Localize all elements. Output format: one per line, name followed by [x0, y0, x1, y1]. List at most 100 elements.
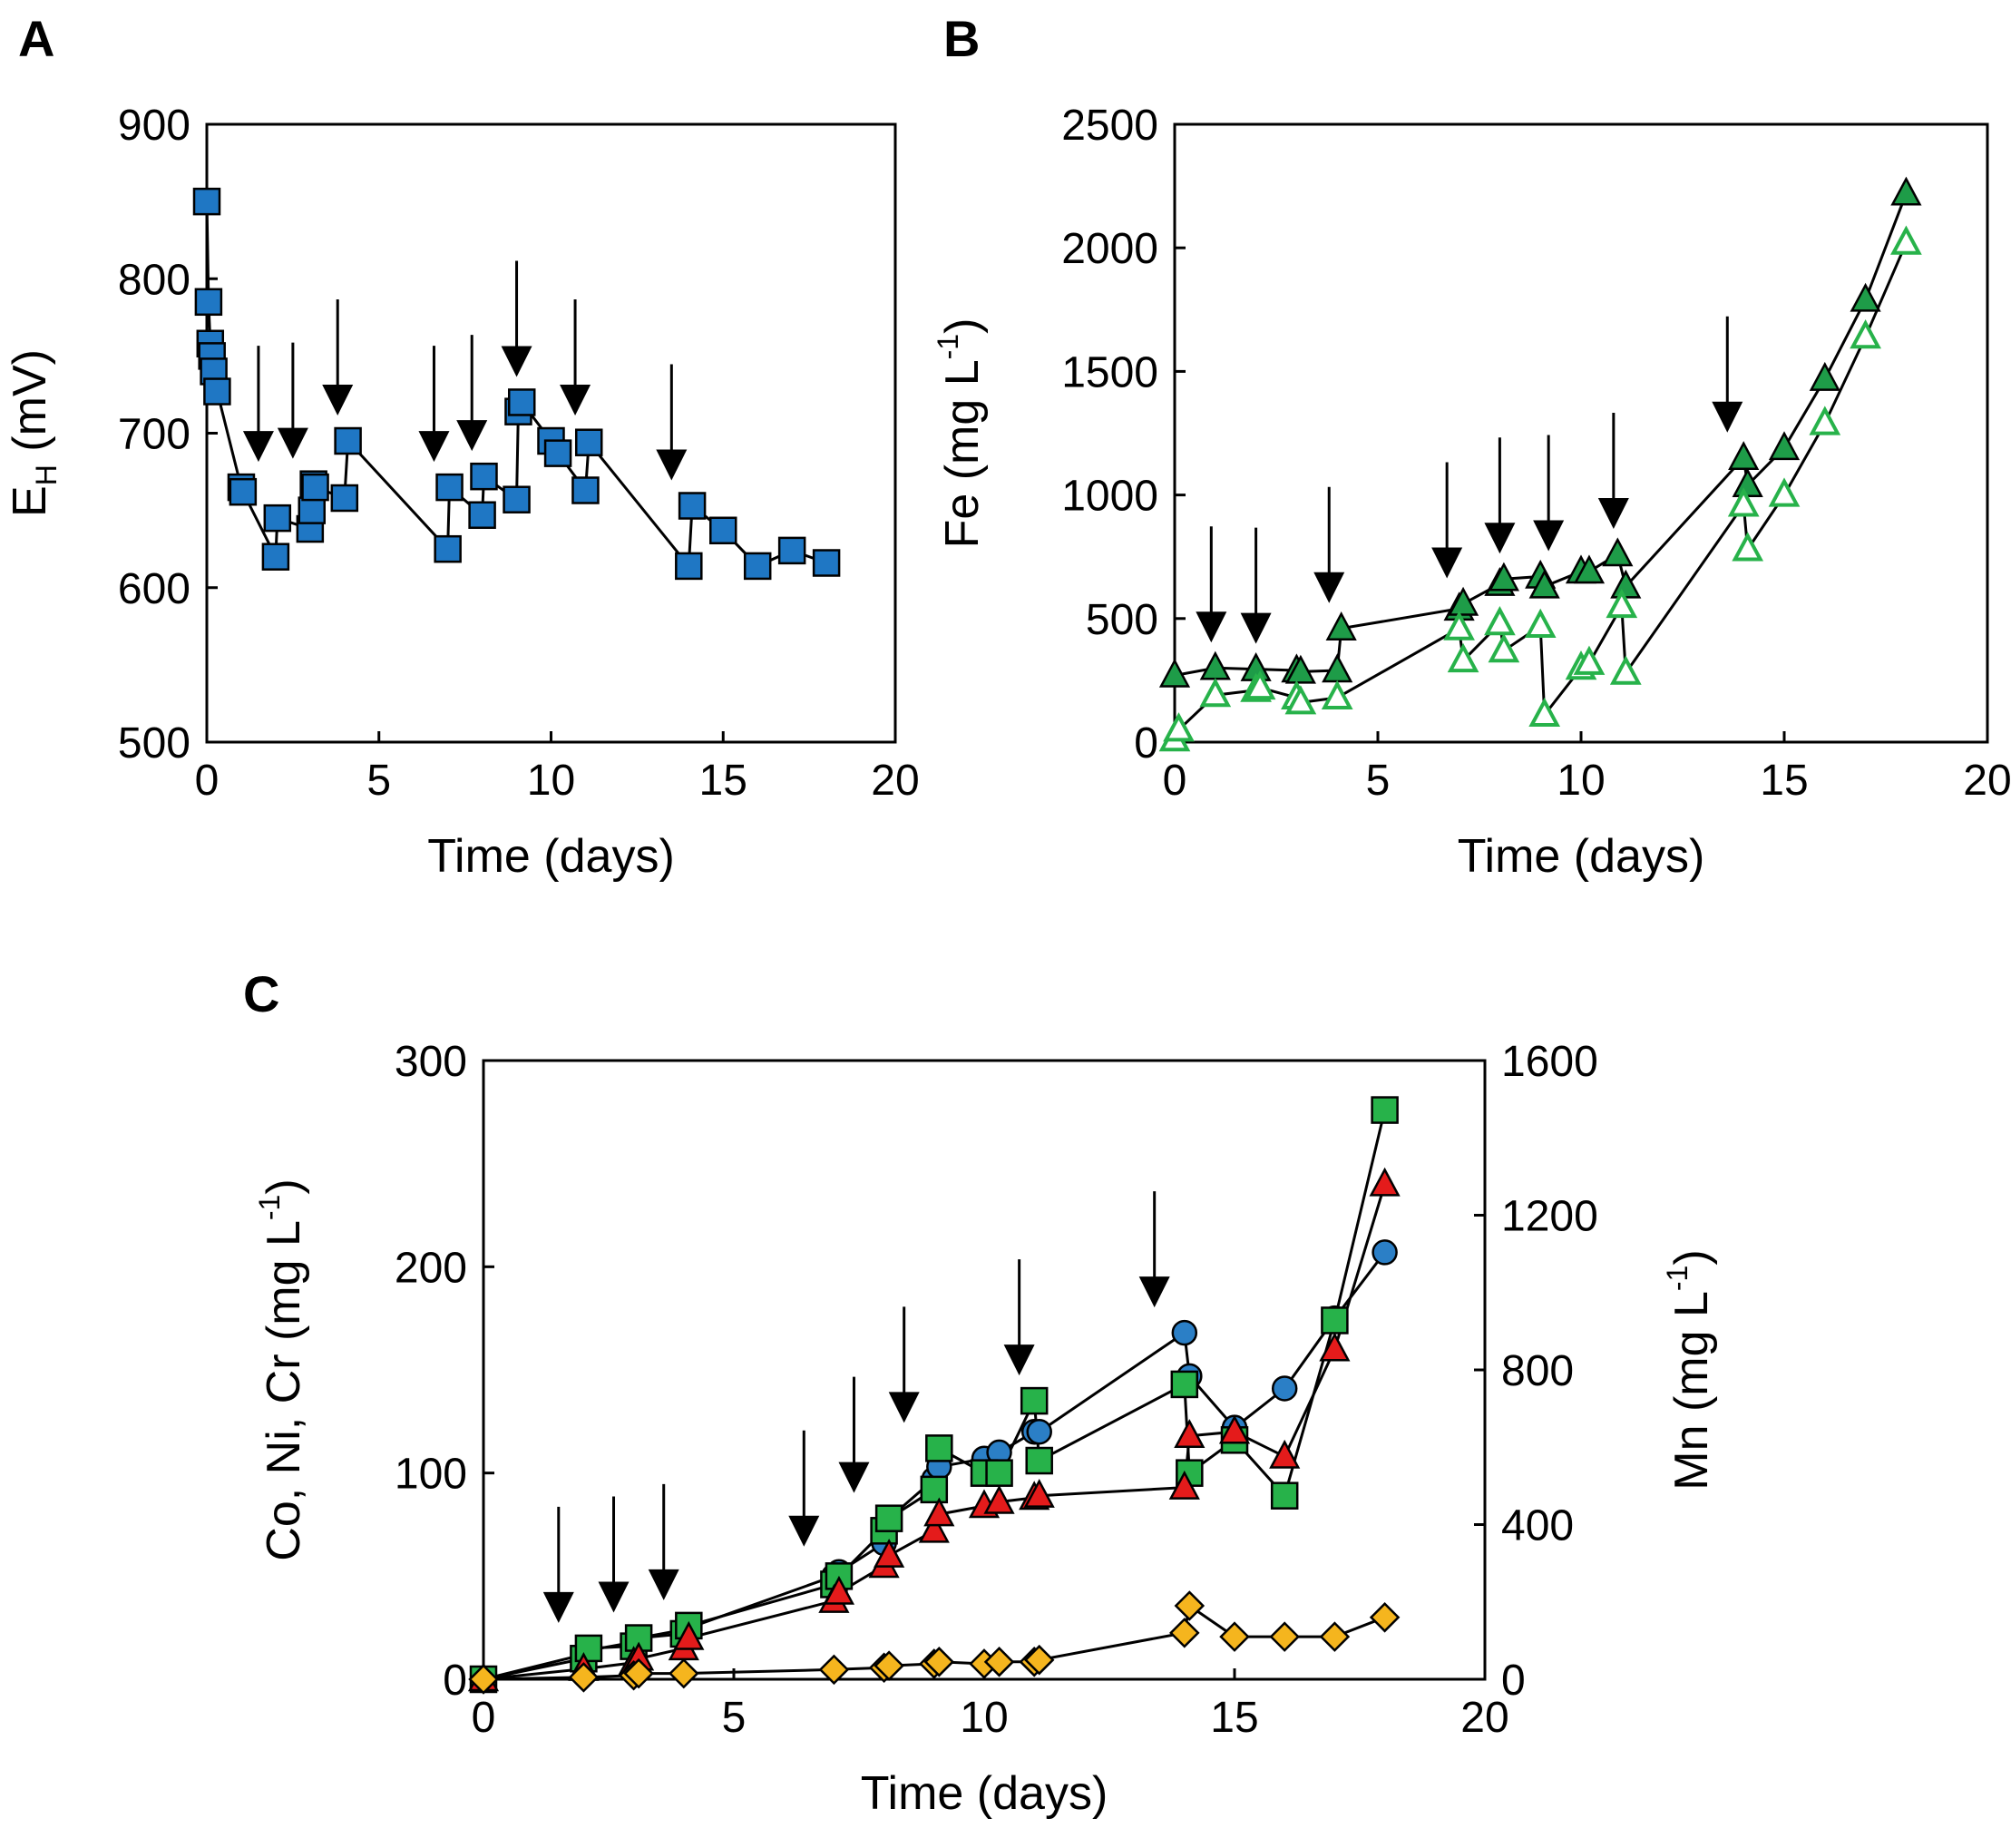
panel-a-x-tick-label: 0 — [195, 757, 220, 805]
panel-c-point-cr — [918, 1513, 950, 1543]
panel-c-point-cr — [874, 1538, 905, 1568]
panel-c-y-tick-label: 300 — [395, 1038, 467, 1086]
panel-c-point-mn — [1023, 1644, 1055, 1676]
panel-c-point-cr — [1269, 1439, 1301, 1469]
panel-c-point-ni — [874, 1504, 903, 1532]
panel-c-arrow — [648, 1483, 679, 1600]
panel-a-x-tick-label: 5 — [366, 757, 391, 805]
panel-c-point-mn — [1269, 1621, 1300, 1652]
panel-b-point-fe-ii- — [1890, 225, 1922, 255]
panel-a-point-eh — [334, 426, 362, 455]
panel-b-point-fe-ii- — [1768, 477, 1801, 507]
panel-b-point-fe-ii- — [1606, 588, 1638, 619]
panel-b-point-total-fe — [1528, 569, 1560, 599]
panel-a-point-eh — [434, 534, 462, 563]
panel-c-point-mn — [1174, 1590, 1206, 1621]
panel-b-arrow — [1240, 527, 1272, 644]
panel-b-y-axis-label: Fe (mg L-1) — [932, 318, 989, 549]
panel-b-point-total-fe — [1602, 537, 1634, 567]
panel-b-point-fe-ii- — [1447, 642, 1479, 673]
panel-c-arrow — [542, 1506, 574, 1623]
panel-a-point-eh — [571, 476, 600, 504]
panel-a-point-eh — [574, 428, 603, 456]
panel-b-series-line-fe-ii- — [1173, 242, 1908, 740]
panel-a-point-eh — [330, 484, 359, 513]
panel-a-x-tick-label: 15 — [699, 757, 747, 805]
panel-c-point-ni — [1321, 1306, 1349, 1335]
panel-c-point-co — [1271, 1375, 1298, 1402]
panel-b-y-tick-label: 0 — [1134, 719, 1158, 768]
panel-c-label: C — [243, 965, 279, 1022]
panel-a-arrow — [242, 346, 274, 463]
panel-c-y2-tick-label: 400 — [1501, 1502, 1574, 1550]
panel-c-point-mn — [1219, 1621, 1250, 1652]
panel-a-arrow — [656, 364, 688, 481]
panel-b-point-total-fe — [1850, 282, 1881, 312]
panel-c-point-mn — [818, 1654, 850, 1686]
panel-a-x-tick-label: 20 — [871, 757, 919, 805]
panel-b-point-total-fe — [1488, 562, 1519, 592]
panel-c-point-cr — [923, 1497, 955, 1527]
panel-b-point-fe-ii- — [1321, 680, 1353, 709]
panel-b-y-tick-label: 2000 — [1061, 225, 1158, 273]
panel-b-y-tick-label: 1000 — [1061, 473, 1158, 521]
panel-a-point-eh — [503, 485, 531, 513]
panel-a-arrow — [322, 299, 354, 416]
panel-a-arrow — [418, 346, 450, 463]
panel-c-point-mn — [669, 1657, 699, 1689]
panel-c-y-tick-label: 200 — [395, 1244, 467, 1292]
panel-a-arrow — [456, 335, 488, 452]
panel-b-point-fe-ii- — [1727, 487, 1760, 517]
panel-b-point-total-fe — [1199, 650, 1231, 680]
panel-a-label: A — [18, 10, 54, 67]
panel-a-point-eh — [507, 388, 536, 416]
panel-b-point-fe-ii- — [1609, 655, 1642, 685]
panel-b-point-total-fe — [1284, 654, 1316, 684]
panel-a-y-tick-label: 800 — [118, 256, 190, 304]
panel-c-series-line-cr — [483, 1183, 1387, 1681]
panel-c-point-cr — [673, 1620, 705, 1650]
panel-b-point-total-fe — [1728, 441, 1760, 470]
panel-c-y2-axis-label: Mn (mg L-1) — [1661, 1249, 1718, 1490]
panel-c-point-cr — [983, 1484, 1015, 1514]
panel-b-point-total-fe — [1768, 431, 1801, 461]
panel-b-point-fe-ii- — [1488, 632, 1520, 663]
panel-c-point-mn — [923, 1647, 955, 1677]
panel-b-y-tick-label: 1500 — [1061, 348, 1158, 396]
panel-b-x-tick-label: 10 — [1557, 757, 1605, 805]
panel-c-arrow — [788, 1430, 820, 1547]
panel-c-y-tick-label: 0 — [443, 1657, 467, 1705]
panel-b-point-total-fe — [1325, 611, 1357, 640]
panel-c-y-axis-label: Co, Ni, Cr (mg L-1) — [253, 1178, 310, 1560]
panel-c-point-mn — [983, 1647, 1015, 1677]
panel-b-x-tick-label: 0 — [1163, 757, 1187, 805]
panel-b-arrow — [1431, 462, 1463, 579]
panel-c-point-mn — [568, 1662, 600, 1693]
panel-a-y-tick-label: 500 — [118, 719, 190, 768]
panel-b-point-fe-ii- — [1244, 670, 1276, 700]
panel-a-point-eh — [229, 477, 258, 506]
panel-b-point-total-fe — [1158, 658, 1191, 688]
panel-b-point-total-fe — [1890, 176, 1922, 206]
panel-b-arrow — [1597, 412, 1629, 529]
panel-a-y-tick-label: 900 — [118, 102, 190, 150]
panel-c-point-ni — [1020, 1386, 1049, 1415]
plot-a: 0 5 10 15 20 500 600 700 800 900 Time (days) EH (mV… — [4, 102, 920, 883]
panel-a-point-eh — [743, 552, 772, 581]
panel-a-arrow — [277, 342, 308, 459]
panel-a-arrow — [560, 299, 591, 416]
panel-b-point-total-fe — [1809, 361, 1840, 391]
panel-c-point-co — [1171, 1319, 1198, 1346]
panel-b-point-fe-ii- — [1199, 678, 1232, 708]
panel-c-point-cr — [1369, 1167, 1401, 1197]
panel-c-y2-tick-label: 1600 — [1501, 1038, 1598, 1086]
panel-a-point-eh — [709, 516, 737, 545]
panel-c-arrow — [598, 1496, 630, 1613]
panel-c-point-mn — [623, 1657, 654, 1689]
panel-c-arrow — [838, 1376, 870, 1493]
panel-b-arrow — [1313, 486, 1345, 603]
panel-c-point-ni — [1371, 1096, 1399, 1124]
panel-b-point-fe-ii- — [1732, 532, 1764, 562]
panel-a-point-eh — [543, 439, 572, 467]
panel-c-point-ni — [985, 1459, 1013, 1487]
